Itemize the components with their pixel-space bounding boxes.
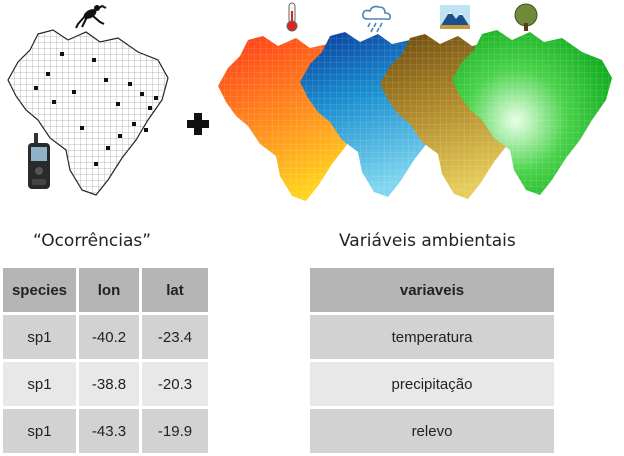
col-lat: lat <box>140 268 211 315</box>
cell-lon: -38.8 <box>77 360 142 409</box>
table-row: sp1 -40.2 -23.4 <box>3 313 211 362</box>
cell-species: sp1 <box>3 360 79 409</box>
table-row: sp1 -43.3 -19.9 <box>3 407 211 456</box>
cell-lat: -19.9 <box>140 407 211 456</box>
cell-lat: -23.4 <box>140 313 211 362</box>
environment-table: variaveis temperatura precipitação relev… <box>310 268 554 456</box>
mountain-icon <box>440 5 470 29</box>
cell-species: sp1 <box>3 313 79 362</box>
col-variaveis: variaveis <box>310 268 554 315</box>
col-lon: lon <box>77 268 142 315</box>
table-row: temperatura <box>310 313 554 362</box>
thermometer-icon <box>286 2 298 32</box>
cell-lon: -40.2 <box>77 313 142 362</box>
occurrence-map <box>7 29 169 196</box>
plus-icon <box>187 113 209 135</box>
gps-device-icon <box>28 133 50 189</box>
rain-cloud-icon <box>362 5 391 33</box>
col-species: species <box>3 268 79 315</box>
cell-variable: temperatura <box>310 313 554 362</box>
frog-icon <box>75 4 107 29</box>
occurrences-table: species lon lat sp1 -40.2 -23.4 sp1 -38.… <box>3 268 211 456</box>
table-row: precipitação <box>310 360 554 409</box>
cell-variable: relevo <box>310 407 554 456</box>
cell-variable: precipitação <box>310 360 554 409</box>
occurrence-points <box>34 52 158 166</box>
table-header-row: variaveis <box>310 268 554 315</box>
table-header-row: species lon lat <box>3 268 211 315</box>
table-row: sp1 -38.8 -20.3 <box>3 360 211 409</box>
cell-species: sp1 <box>3 407 79 456</box>
tree-icon <box>514 3 538 31</box>
occurrences-caption: “Ocorrências” <box>33 231 152 251</box>
environment-caption: Variáveis ambientais <box>339 231 516 251</box>
table-row: relevo <box>310 407 554 456</box>
cell-lon: -43.3 <box>77 407 142 456</box>
cell-lat: -20.3 <box>140 360 211 409</box>
